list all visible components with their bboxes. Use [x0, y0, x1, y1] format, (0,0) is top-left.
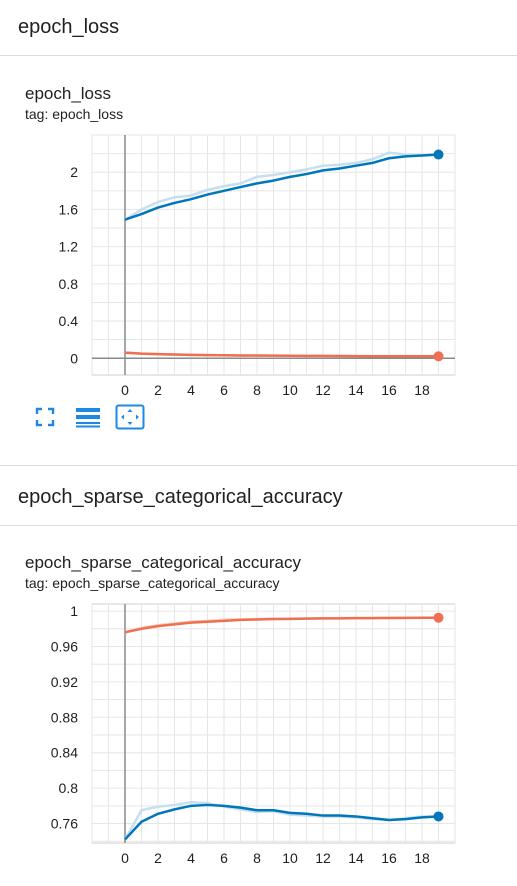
x-tick-label: 6 — [220, 850, 228, 866]
x-tick-label: 18 — [414, 382, 430, 398]
x-tick-label: 12 — [315, 382, 331, 398]
x-tick-label: 10 — [282, 382, 298, 398]
series-end-point — [433, 351, 444, 362]
x-tick-label: 4 — [187, 850, 195, 866]
epoch-loss-chart[interactable]: 0 0.4 0.8 1.2 1.6 2 0 2 4 6 8 10 12 14 16 18 — [0, 130, 517, 400]
section-header-label: epoch_loss — [18, 16, 120, 38]
card-title: epoch_sparse_categorical_accuracy — [25, 553, 301, 572]
x-tick-label: 4 — [187, 382, 195, 398]
x-tick-label: 8 — [253, 382, 261, 398]
y-tick-label: 0.84 — [51, 745, 78, 761]
y-tick-label: 2 — [70, 164, 78, 180]
series-line — [124, 351, 439, 358]
section-divider — [0, 465, 517, 466]
x-tick-label: 6 — [220, 382, 228, 398]
section-divider — [0, 525, 517, 526]
series-line-raw — [124, 151, 439, 221]
x-tick-label: 8 — [253, 850, 261, 866]
fullscreen-button[interactable] — [30, 404, 60, 430]
x-tick-label: 12 — [315, 850, 331, 866]
x-tick-label: 16 — [381, 850, 397, 866]
card-tag: tag: epoch_loss — [25, 106, 124, 122]
y-tick-label: 0.92 — [51, 674, 78, 690]
data-table-icon — [76, 408, 100, 428]
section-divider — [0, 55, 517, 56]
x-tick-label: 16 — [381, 382, 397, 398]
card-title: epoch_loss — [25, 84, 112, 103]
data-table-button[interactable] — [73, 404, 103, 430]
fit-domain-button[interactable] — [115, 404, 145, 430]
fit-domain-icon — [115, 404, 145, 430]
fullscreen-icon — [35, 407, 55, 427]
card-tag: tag: epoch_sparse_categorical_accuracy — [25, 575, 280, 591]
series-line — [124, 616, 439, 634]
section-header-label: epoch_sparse_categorical_accuracy — [18, 486, 343, 508]
y-tick-label: 0.8 — [59, 780, 79, 796]
y-tick-label: 0.96 — [51, 638, 78, 654]
x-tick-label: 14 — [348, 850, 364, 866]
x-tick-label: 18 — [414, 850, 430, 866]
y-tick-label: 1.2 — [59, 239, 79, 255]
y-tick-label: 1.6 — [59, 201, 79, 217]
x-tick-label: 0 — [121, 850, 129, 866]
y-tick-label: 0.4 — [59, 313, 79, 329]
y-tick-label: 1 — [70, 603, 78, 619]
series-end-point — [433, 149, 444, 160]
y-tick-label: 0.88 — [51, 709, 78, 725]
series-end-point — [433, 811, 444, 822]
x-tick-label: 2 — [154, 850, 162, 866]
series-line — [124, 803, 439, 841]
series-line — [124, 153, 439, 221]
series-end-point — [433, 612, 444, 623]
x-tick-label: 2 — [154, 382, 162, 398]
x-tick-label: 14 — [348, 382, 364, 398]
x-tick-label: 0 — [121, 382, 129, 398]
x-tick-label: 10 — [282, 850, 298, 866]
y-tick-label: 0 — [70, 350, 78, 366]
y-tick-label: 0.8 — [59, 276, 79, 292]
y-tick-label: 0.76 — [51, 816, 78, 832]
